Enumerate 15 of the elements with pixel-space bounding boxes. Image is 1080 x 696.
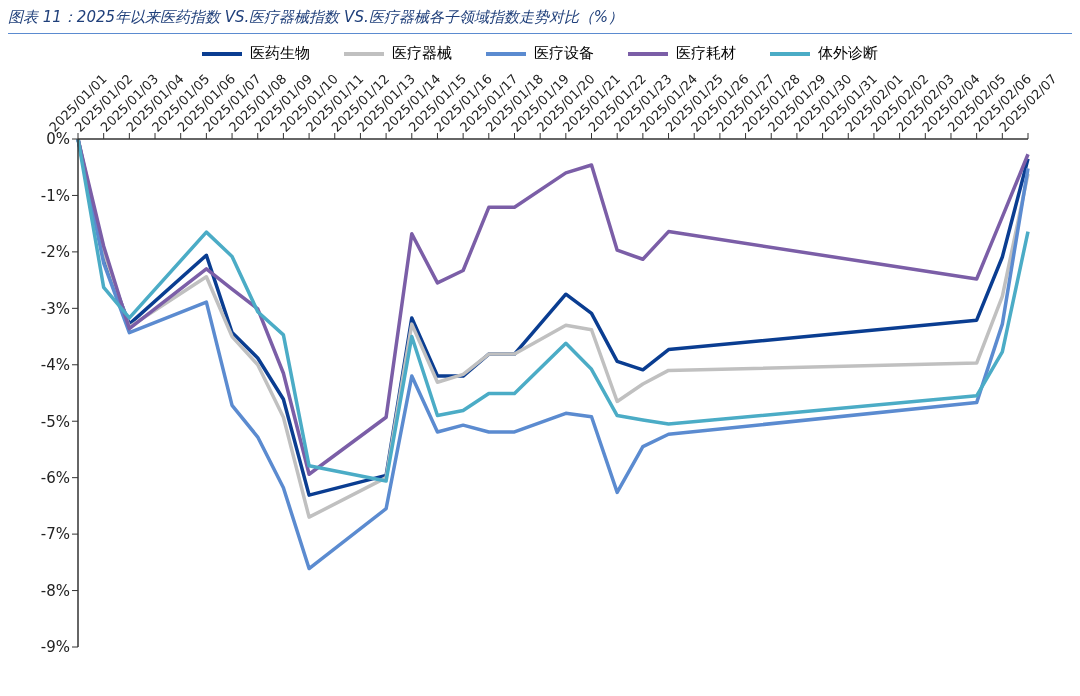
y-tick-label: -4%	[40, 356, 70, 375]
chart-title: 图表 11：2025年以来医药指数 VS.医疗器械指数 VS.医疗器械各子领域指数走势对比（%）	[8, 8, 1072, 34]
legend-label: 体外诊断	[818, 44, 878, 63]
y-tick-label: -7%	[40, 525, 70, 544]
y-tick-label: -6%	[40, 468, 70, 487]
y-tick-label: -8%	[40, 581, 70, 600]
y-tick-label: -2%	[40, 243, 70, 262]
y-tick-label: -5%	[40, 412, 70, 431]
y-tick-label: -1%	[40, 186, 70, 205]
legend-label: 医药生物	[250, 44, 310, 63]
y-tick-label: -9%	[40, 638, 70, 657]
legend-label: 医疗耗材	[676, 44, 736, 63]
y-tick-label: -3%	[40, 299, 70, 318]
legend-label: 医疗设备	[534, 44, 594, 63]
legend-label: 医疗器械	[392, 44, 452, 63]
